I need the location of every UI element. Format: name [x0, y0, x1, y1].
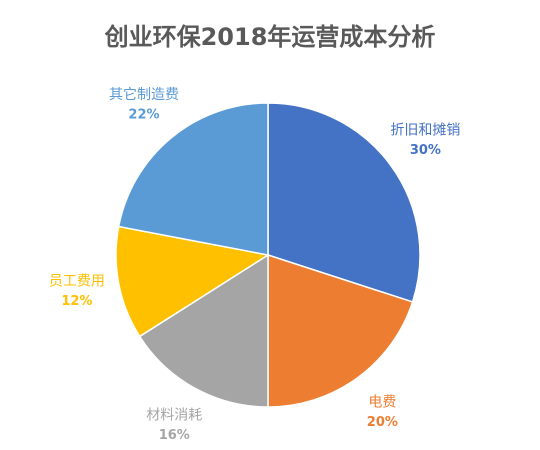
pie-slice [115, 225, 271, 338]
slice-value-label: 30% [410, 143, 441, 158]
pie-slice [267, 102, 421, 303]
pie-slice [138, 253, 269, 408]
slice-label: 其它制造费 [109, 86, 179, 103]
slice-value-label: 22% [128, 108, 159, 123]
slice-label: 折旧和摊销 [390, 123, 460, 139]
pie-slice [267, 253, 414, 408]
slice-label: 材料消耗 [146, 407, 202, 423]
slice-value-label: 12% [61, 294, 92, 309]
slice-label: 电费 [368, 394, 396, 410]
slice-label: 员工费用 [49, 273, 105, 289]
slice-value-label: 20% [367, 415, 398, 430]
chart-title: 创业环保2018年运营成本分析 [104, 23, 436, 51]
pie-slice [117, 102, 269, 256]
slice-value-label: 16% [159, 428, 190, 443]
